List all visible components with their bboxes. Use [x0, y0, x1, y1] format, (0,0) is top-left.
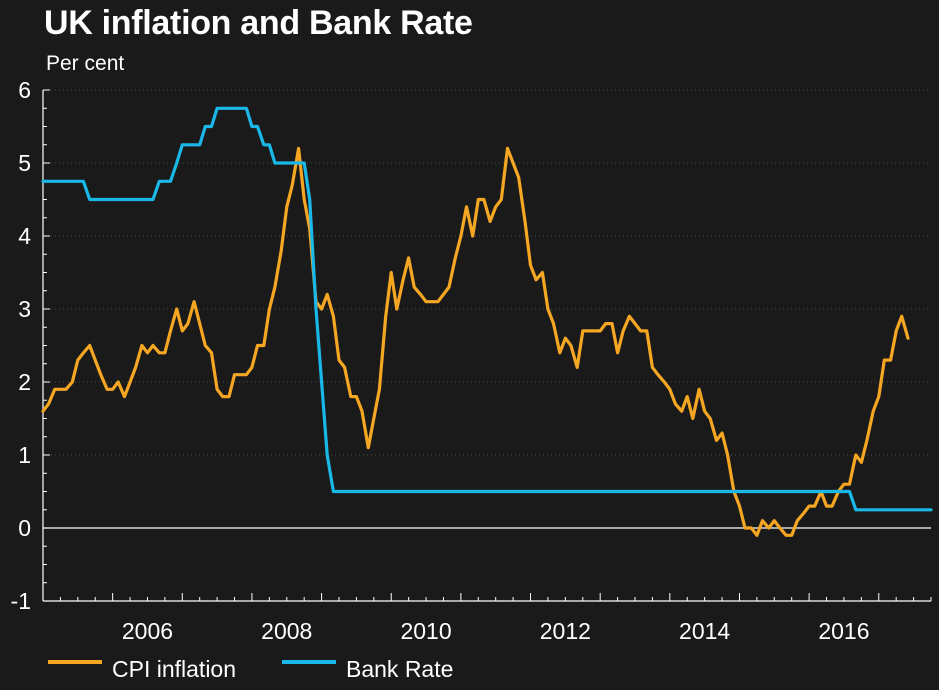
- axes: -1 0 1 2 3 4 5 6 2006 2008 2010 2012 2014 2016: [11, 77, 932, 644]
- y-tick-label: -1: [11, 588, 31, 614]
- y-tick-label: 2: [18, 369, 31, 395]
- x-tick-label: 2006: [122, 618, 173, 644]
- x-tick-label: 2008: [261, 618, 312, 644]
- legend-label: Bank Rate: [346, 656, 453, 682]
- legend: CPI inflation Bank Rate: [48, 656, 453, 682]
- y-tick-label: 4: [18, 223, 31, 249]
- y-tick-label: 6: [18, 77, 31, 103]
- series-line-cpi-inflation: [41, 146, 910, 537]
- legend-item: Bank Rate: [282, 656, 453, 682]
- chart-title: UK inflation and Bank Rate: [44, 4, 473, 42]
- x-tick-label: 2014: [679, 618, 730, 644]
- series-lines: [41, 106, 933, 537]
- x-tick-label: 2010: [400, 618, 451, 644]
- y-tick-label: 5: [18, 150, 31, 176]
- legend-label: CPI inflation: [112, 656, 236, 682]
- x-tick-label: 2012: [540, 618, 591, 644]
- x-tick-label: 2016: [818, 618, 869, 644]
- y-tick-label: 1: [18, 442, 31, 468]
- chart-subtitle: Per cent: [46, 52, 125, 75]
- legend-item: CPI inflation: [48, 656, 236, 682]
- series-line-bank-rate: [41, 106, 933, 512]
- y-tick-label: 0: [18, 515, 31, 541]
- y-tick-label: 3: [18, 296, 31, 322]
